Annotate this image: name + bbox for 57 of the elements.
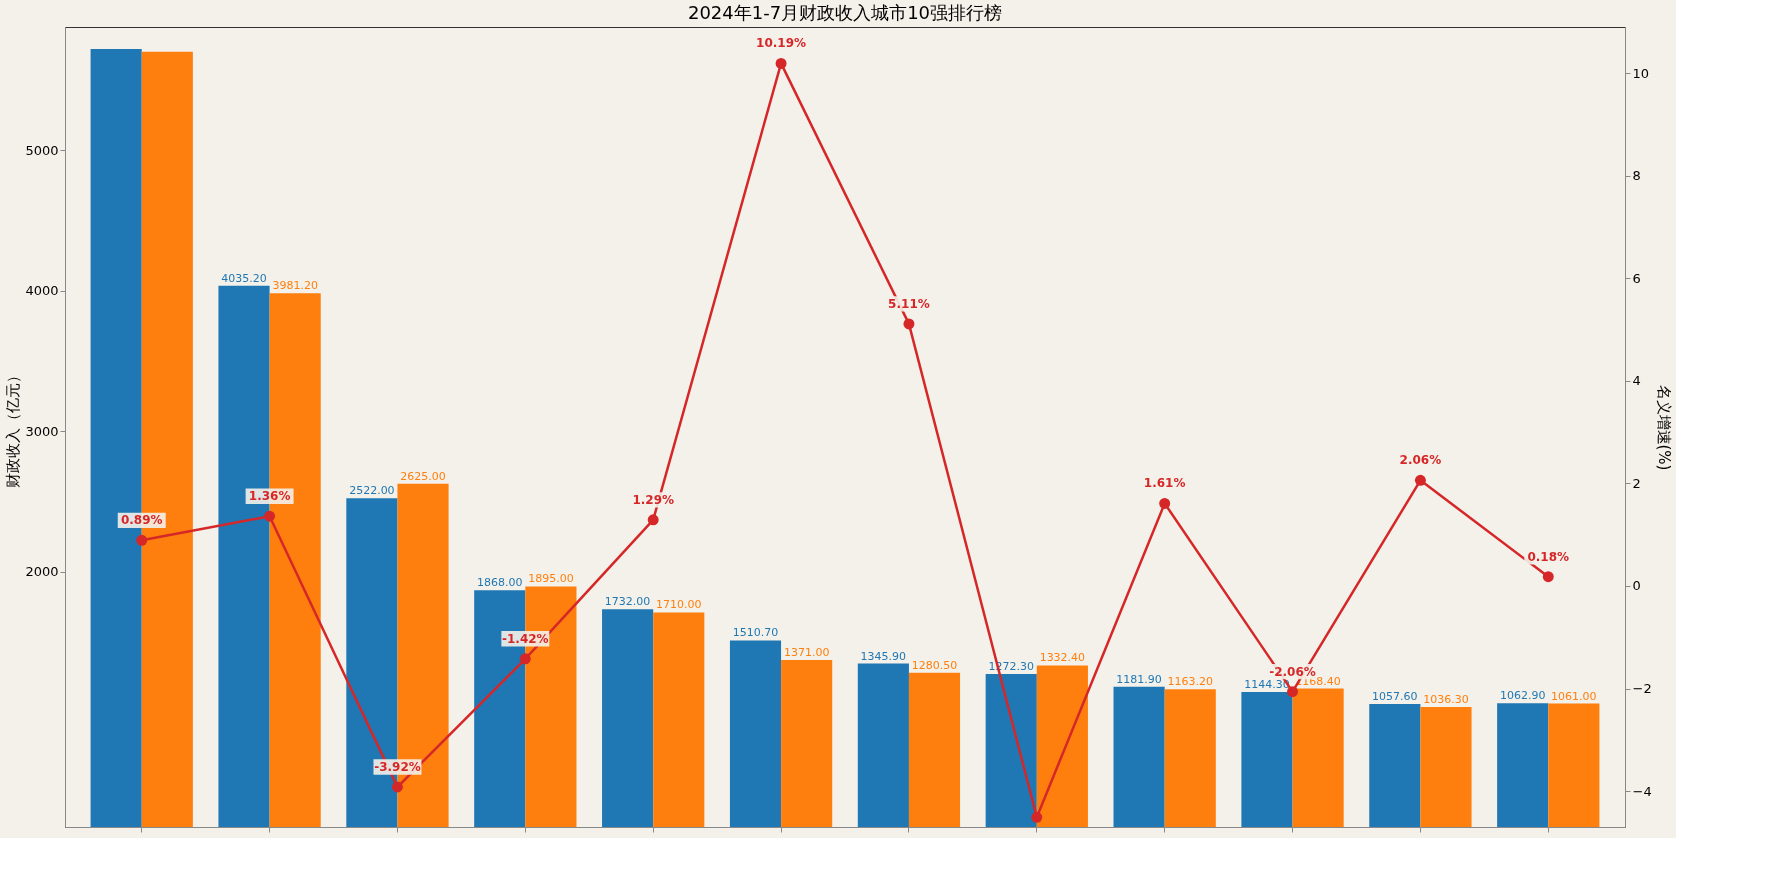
- y-tick-label: 2000: [25, 564, 59, 580]
- point: [903, 318, 915, 330]
- data-label: 2.06%: [1399, 453, 1442, 468]
- y2-tick-label: 10: [1632, 65, 1650, 81]
- y-axis-title: 财政收入（亿元）: [4, 367, 23, 488]
- y2-tick-label: −2: [1632, 681, 1652, 697]
- data-label: 1057.60: [1372, 690, 1418, 704]
- chart-title: 2024年1-7月财政收入城市10强排行榜: [687, 2, 1003, 23]
- point: [264, 510, 276, 522]
- data-label: 1710.00: [656, 598, 702, 612]
- data-label: -2.06%: [1269, 664, 1316, 679]
- data-label: 1.36%: [248, 489, 291, 504]
- data-label: 2625.00: [400, 469, 446, 483]
- data-label: 1732.00: [604, 595, 651, 609]
- y2-tick-label: 4: [1632, 373, 1641, 389]
- point: [1031, 811, 1043, 823]
- y2-tick-label: 0: [1632, 578, 1641, 594]
- data-label: 1062.90: [1499, 689, 1546, 703]
- data-label: 1371.00: [783, 646, 830, 660]
- data-label: 1163.20: [1167, 675, 1213, 689]
- y-tick-label: 5000: [25, 142, 59, 158]
- data-label: 1332.40: [1039, 651, 1086, 665]
- point: [1542, 571, 1554, 583]
- data-label: 1.61%: [1143, 476, 1186, 491]
- data-label: 1181.90: [1116, 672, 1162, 686]
- data-label: 0.89%: [120, 513, 163, 528]
- y2-tick-label: −4: [1632, 783, 1652, 799]
- data-label: 1510.70: [732, 626, 779, 640]
- data-label: 1036.30: [1423, 693, 1469, 707]
- data-label: 1.29%: [632, 492, 675, 507]
- point: [519, 653, 531, 665]
- data-label: 1895.00: [528, 572, 574, 586]
- y2-tick-label: 6: [1632, 270, 1641, 286]
- point: [1159, 497, 1171, 509]
- y-tick-label: 4000: [25, 283, 59, 299]
- point: [1287, 686, 1299, 698]
- data-label: 10.19%: [756, 36, 807, 51]
- data-label: 5.11%: [888, 296, 930, 311]
- point: [391, 781, 403, 793]
- point: [136, 534, 148, 546]
- y2-tick-label: 2: [1632, 475, 1641, 491]
- point: [1414, 474, 1426, 486]
- data-label: 0.18%: [1527, 549, 1570, 564]
- data-label: 2522.00: [349, 484, 395, 498]
- data-label: 1868.00: [477, 576, 523, 590]
- data-label: -1.42%: [502, 631, 549, 646]
- data-label: 1061.00: [1551, 689, 1597, 703]
- y2-tick-label: 8: [1632, 168, 1641, 184]
- point: [647, 514, 659, 526]
- data-label: 3981.20: [272, 279, 318, 293]
- y-tick-label: 3000: [25, 423, 59, 439]
- data-label: 1345.90: [860, 649, 907, 663]
- data-label: 4035.20: [221, 271, 267, 285]
- data-label: 1280.50: [911, 658, 958, 672]
- y2-axis-title: 名义增速(%): [1654, 384, 1673, 471]
- point: [775, 57, 787, 69]
- data-label: -3.92%: [374, 760, 421, 774]
